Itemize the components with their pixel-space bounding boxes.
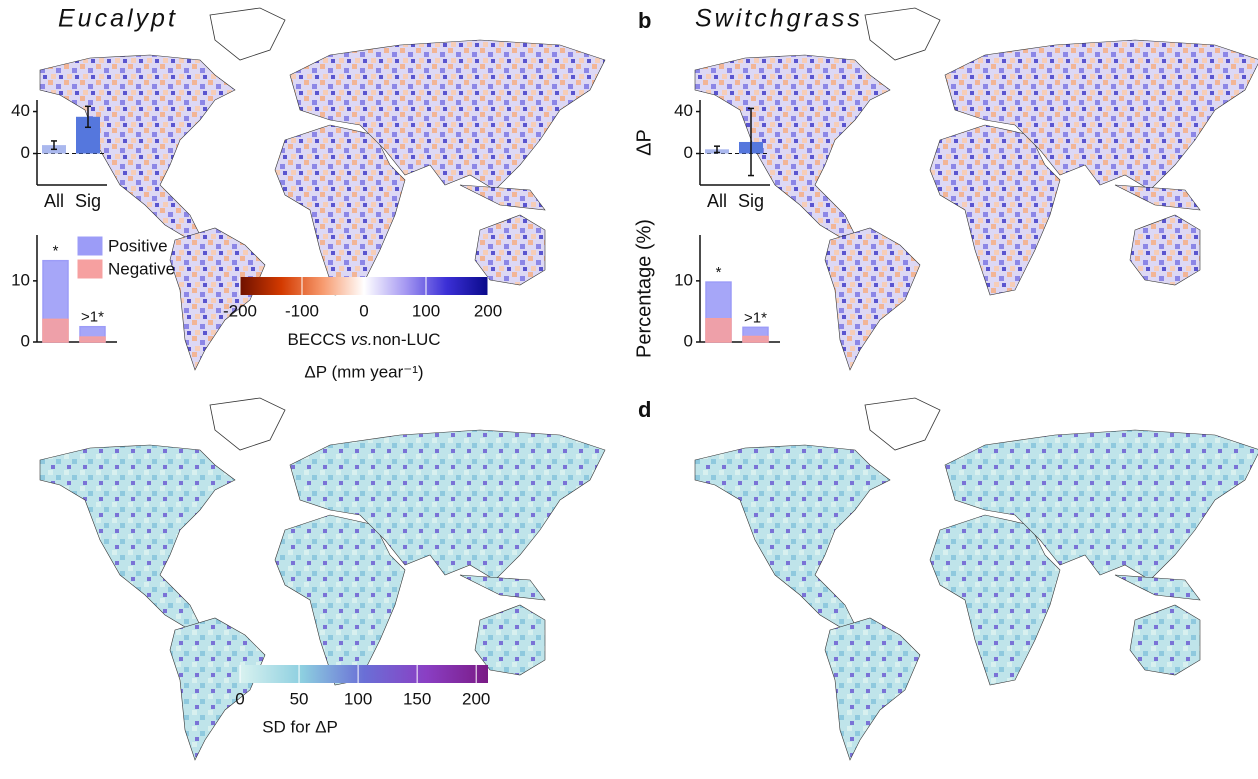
colorbar-unit: ΔP (mm year⁻¹): [304, 362, 423, 381]
y-tick-label: 0: [21, 331, 30, 350]
map-c: [39, 397, 606, 761]
label-part: vs.: [351, 330, 373, 349]
map-d: [694, 397, 1258, 761]
bar-label: >1*: [744, 309, 767, 326]
y-tick-label: 0: [684, 331, 693, 350]
y-tick-label: 10: [674, 270, 693, 289]
bar-label: *: [716, 264, 722, 281]
colorbar-tick-label: 200: [462, 689, 490, 708]
colorbar-tick-label: 100: [344, 689, 372, 708]
map-a: [39, 7, 606, 371]
map-b: [694, 7, 1258, 371]
legend-label: Positive: [108, 236, 168, 255]
y-tick-label: 0: [684, 143, 693, 162]
panel-label: b: [638, 8, 651, 33]
colorbar: [240, 665, 488, 683]
bar: [42, 318, 69, 343]
colorbar-label: SD for ΔP: [262, 717, 338, 736]
colorbar-tick-label: 0: [235, 689, 244, 708]
colorbar-tick-label: 150: [403, 689, 431, 708]
colorbar-tick-label: -100: [285, 301, 319, 320]
label-part: non-LUC: [373, 330, 441, 349]
bar-label: >1*: [81, 309, 104, 326]
colorbar-tick-label: -200: [223, 301, 257, 320]
bar-label: *: [53, 243, 59, 260]
bar: [79, 336, 106, 343]
colorbar-label: BECCS vs.non-LUC: [287, 330, 440, 349]
colorbar-tick-label: 50: [290, 689, 309, 708]
x-tick-label: All: [707, 191, 727, 211]
bar: [742, 335, 769, 343]
legend-swatch: [77, 236, 103, 256]
colorbar-tick-label: 100: [412, 301, 440, 320]
panel-title: Switchgrass: [695, 5, 863, 33]
bar: [705, 318, 732, 343]
y-tick-label: 40: [11, 101, 30, 120]
y-tick-label: 10: [11, 270, 30, 289]
y-axis-label: ΔP: [633, 129, 655, 156]
label-part: BECCS: [287, 330, 346, 349]
y-axis-label: Percentage (%): [633, 219, 655, 358]
x-tick-label: Sig: [75, 191, 101, 211]
y-tick-label: 40: [674, 101, 693, 120]
panel-title: Eucalypt: [58, 5, 178, 33]
colorbar-tick-label: 200: [474, 301, 502, 320]
y-tick-label: 0: [21, 143, 30, 162]
legend-label: Negative: [108, 259, 175, 278]
legend-swatch: [77, 259, 103, 279]
panel-label: d: [638, 397, 651, 422]
colorbar-tick-label: 0: [359, 301, 368, 320]
x-tick-label: All: [44, 191, 64, 211]
x-tick-label: Sig: [738, 191, 764, 211]
